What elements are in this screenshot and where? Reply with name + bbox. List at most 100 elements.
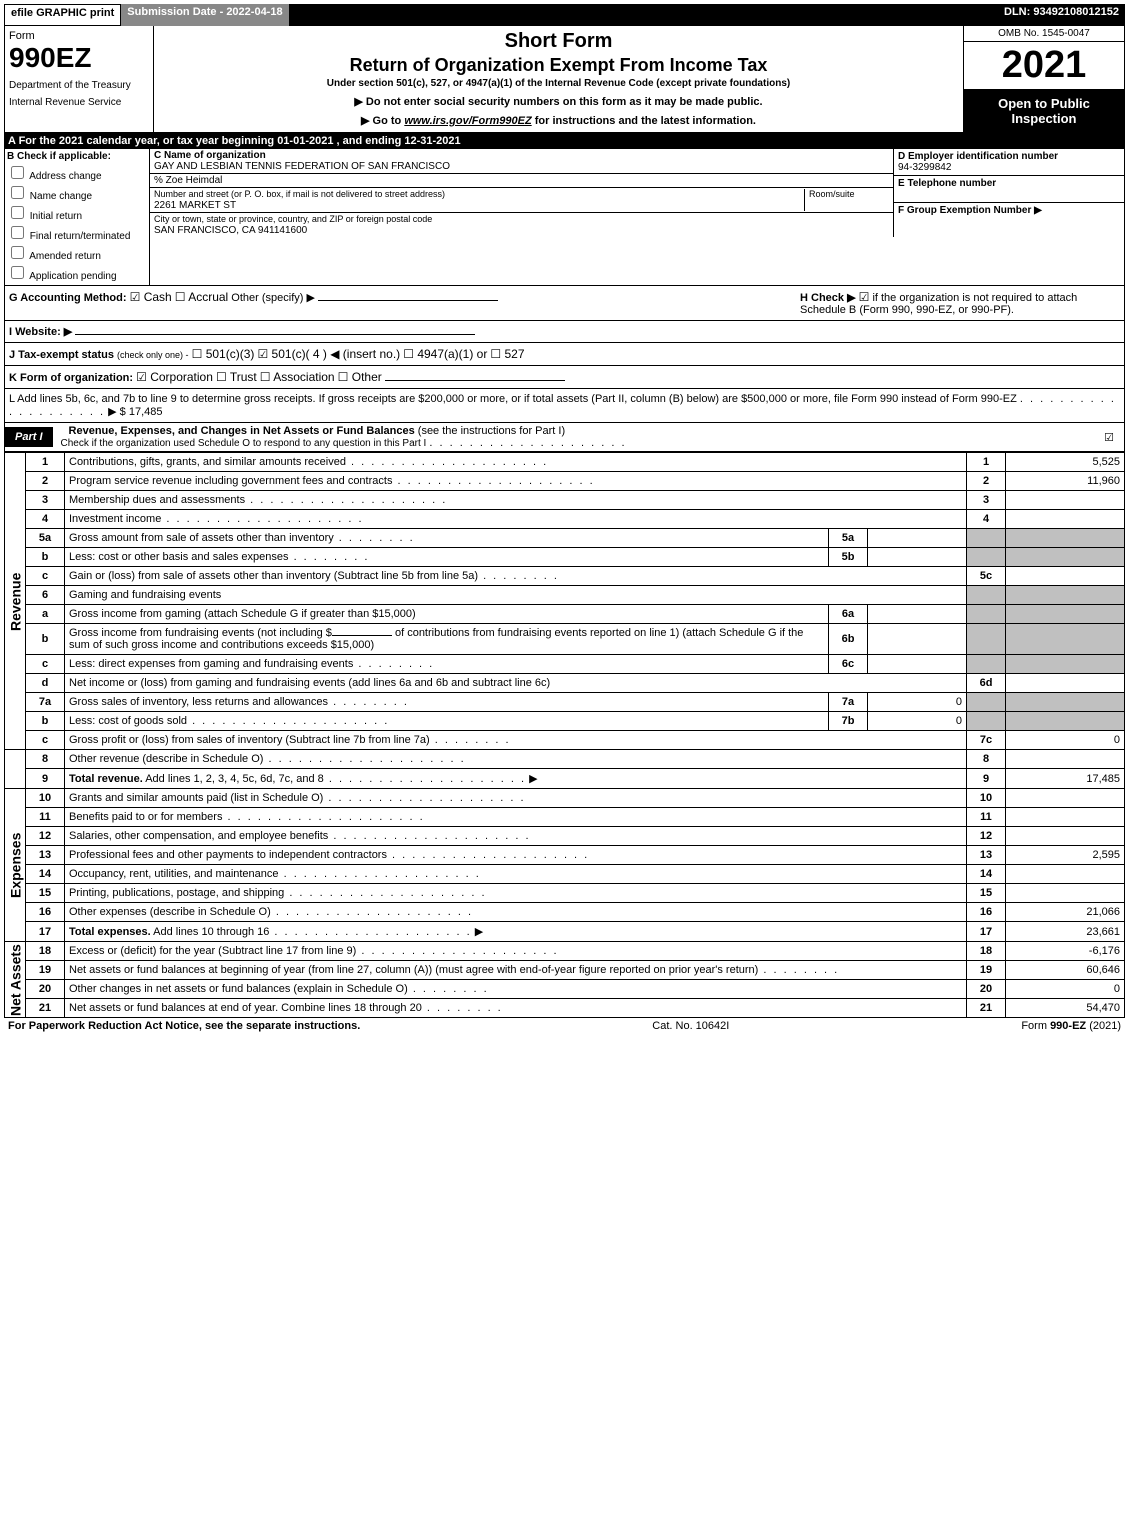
website-blank[interactable]	[75, 334, 475, 335]
line-18-rnum: 18	[967, 942, 1006, 961]
line-13: 13 Professional fees and other payments …	[5, 846, 1125, 865]
check-amended-return[interactable]: Amended return	[7, 243, 147, 262]
line-8-val	[1006, 750, 1125, 769]
footer-form: Form 990-EZ (2021)	[1021, 1020, 1121, 1032]
line-14-val	[1006, 865, 1125, 884]
line-5b-shade	[967, 548, 1006, 567]
line-6b-num: b	[26, 624, 65, 655]
line-16-num: 16	[26, 903, 65, 922]
line-6a-inline-num: 6a	[829, 605, 868, 624]
part1-schedule-o-check[interactable]: ☑	[1094, 431, 1124, 444]
line-6a: a Gross income from gaming (attach Sched…	[5, 605, 1125, 624]
box-c: C Name of organization GAY AND LESBIAN T…	[150, 149, 894, 285]
check-accrual[interactable]: ☐ Accrual	[175, 290, 228, 304]
line-5c-val	[1006, 567, 1125, 586]
check-cash[interactable]: ☑ Cash	[130, 290, 172, 304]
city-label: City or town, state or province, country…	[154, 214, 432, 224]
line-15-val	[1006, 884, 1125, 903]
line-6c: c Less: direct expenses from gaming and …	[5, 655, 1125, 674]
top-bar: efile GRAPHIC print Submission Date - 20…	[4, 4, 1125, 26]
line-9: 9 Total revenue. Add lines 1, 2, 3, 4, 5…	[5, 769, 1125, 789]
line-7b-inline-val: 0	[868, 712, 967, 731]
line-5a-shade-val	[1006, 529, 1125, 548]
line-7b-num: b	[26, 712, 65, 731]
check-corporation[interactable]: ☑ Corporation	[136, 370, 213, 384]
line-17: 17 Total expenses. Add lines 10 through …	[5, 922, 1125, 942]
check-final-return[interactable]: Final return/terminated	[7, 223, 147, 242]
line-7b-shade-val	[1006, 712, 1125, 731]
line-19: 19 Net assets or fund balances at beginn…	[5, 961, 1125, 980]
line-20-num: 20	[26, 980, 65, 999]
line-6b-desc: Gross income from fundraising events (no…	[65, 624, 829, 655]
line-18-desc: Excess or (deficit) for the year (Subtra…	[69, 945, 356, 957]
check-association[interactable]: ☐ Association	[260, 370, 335, 384]
check-527[interactable]: ☐ 527	[490, 347, 524, 361]
line-5c: c Gain or (loss) from sale of assets oth…	[5, 567, 1125, 586]
line-8-desc: Other revenue (describe in Schedule O)	[69, 753, 263, 765]
line-20-rnum: 20	[967, 980, 1006, 999]
check-schedule-b[interactable]: ☑	[859, 290, 870, 304]
line-15-rnum: 15	[967, 884, 1006, 903]
line-7b-inline-num: 7b	[829, 712, 868, 731]
line-6b-shade-val	[1006, 624, 1125, 655]
l-arrow: ▶ $	[108, 406, 126, 418]
check-initial-return[interactable]: Initial return	[7, 203, 147, 222]
check-501c3[interactable]: ☐ 501(c)(3)	[192, 347, 255, 361]
check-name-change[interactable]: Name change	[7, 183, 147, 202]
street-label: Number and street (or P. O. box, if mail…	[154, 189, 445, 199]
line-4-val	[1006, 510, 1125, 529]
line-13-desc: Professional fees and other payments to …	[69, 849, 387, 861]
other-blank[interactable]	[318, 300, 498, 301]
line-16: 16 Other expenses (describe in Schedule …	[5, 903, 1125, 922]
line-2-val: 11,960	[1006, 472, 1125, 491]
irs-link[interactable]: www.irs.gov/Form990EZ	[404, 115, 531, 127]
line-6-num: 6	[26, 586, 65, 605]
efile-print-button[interactable]: efile GRAPHIC print	[4, 4, 121, 26]
line-19-rnum: 19	[967, 961, 1006, 980]
line-5c-desc: Gain or (loss) from sale of assets other…	[69, 570, 478, 582]
check-4947[interactable]: ☐ 4947(a)(1) or	[403, 347, 487, 361]
line-5a-inline-num: 5a	[829, 529, 868, 548]
check-application-pending[interactable]: Application pending	[7, 263, 147, 282]
line-5a: 5a Gross amount from sale of assets othe…	[5, 529, 1125, 548]
line-10-desc: Grants and similar amounts paid (list in…	[69, 792, 323, 804]
j-label: J Tax-exempt status	[9, 349, 114, 361]
line-18: Net Assets 18 Excess or (deficit) for th…	[5, 942, 1125, 961]
check-trust[interactable]: ☐ Trust	[216, 370, 257, 384]
header-left: Form 990EZ Department of the Treasury In…	[5, 26, 154, 132]
line-6b-shade	[967, 624, 1006, 655]
line-17-rnum: 17	[967, 922, 1006, 942]
check-other-org[interactable]: ☐ Other	[338, 370, 382, 384]
box-b: B Check if applicable: Address change Na…	[5, 149, 150, 285]
tax-exempt-row: J Tax-exempt status (check only one) - ☐…	[4, 343, 1125, 366]
irs-label: Internal Revenue Service	[9, 97, 149, 108]
part1-sub: (see the instructions for Part I)	[418, 425, 565, 437]
group-exemption-label: F Group Exemption Number ▶	[898, 205, 1042, 216]
line-7c-val: 0	[1006, 731, 1125, 750]
ein-label: D Employer identification number	[898, 151, 1058, 162]
line-7a-shade	[967, 693, 1006, 712]
line-6d-rnum: 6d	[967, 674, 1006, 693]
line-7a-num: 7a	[26, 693, 65, 712]
line-18-val: -6,176	[1006, 942, 1125, 961]
other-org-blank[interactable]	[385, 380, 565, 381]
line-13-rnum: 13	[967, 846, 1006, 865]
line-5a-num: 5a	[26, 529, 65, 548]
line-9-rnum: 9	[967, 769, 1006, 789]
line-6b-inline-val	[868, 624, 967, 655]
line-5b: b Less: cost or other basis and sales ex…	[5, 548, 1125, 567]
l-text: L Add lines 5b, 6c, and 7b to line 9 to …	[9, 393, 1017, 405]
lines-table: Revenue 1 Contributions, gifts, grants, …	[4, 452, 1125, 1018]
l-value: 17,485	[129, 406, 163, 418]
line-12-num: 12	[26, 827, 65, 846]
line-8-rnum: 8	[967, 750, 1006, 769]
check-501c[interactable]: ☑ 501(c)( 4 ) ◀ (insert no.)	[257, 347, 400, 361]
line-6-shade	[967, 586, 1006, 605]
city-state-zip: SAN FRANCISCO, CA 941141600	[154, 225, 307, 236]
box-d-e-f: D Employer identification number 94-3299…	[894, 149, 1124, 285]
header-center: Short Form Return of Organization Exempt…	[154, 26, 963, 132]
check-address-change[interactable]: Address change	[7, 163, 147, 182]
line-6b: b Gross income from fundraising events (…	[5, 624, 1125, 655]
line-5a-inline-val	[868, 529, 967, 548]
notice2-post: for instructions and the latest informat…	[532, 115, 756, 127]
